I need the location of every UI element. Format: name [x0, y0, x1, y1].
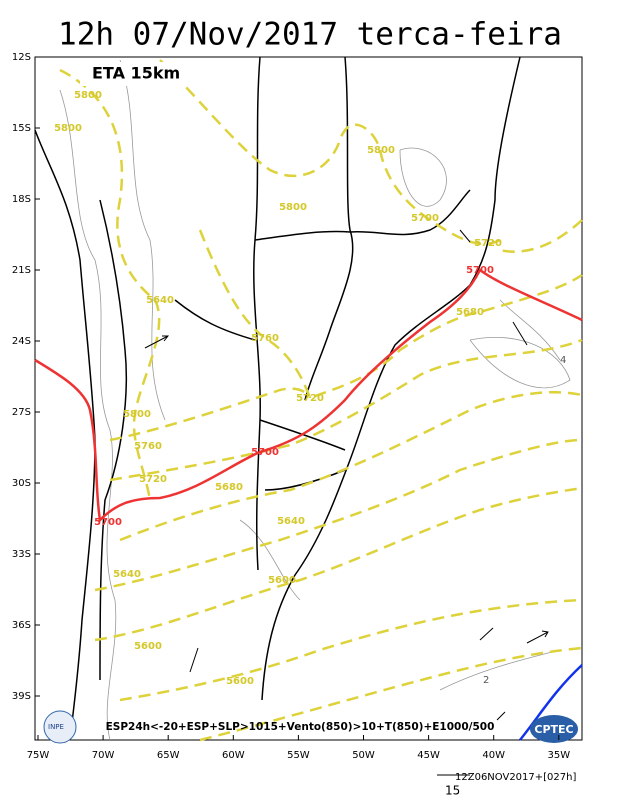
- contour-label: 5640: [277, 516, 305, 527]
- lon-label: 45W: [417, 750, 440, 761]
- terrain-contours: [59, 59, 571, 741]
- lat-label: 15S: [12, 123, 31, 134]
- contour-label: 5800: [123, 409, 151, 420]
- contour-label: 5640: [146, 295, 174, 306]
- contour-label: 5720: [139, 474, 167, 485]
- contour-label: 5600: [226, 676, 254, 687]
- lon-label: 75W: [27, 750, 50, 761]
- isobar-label: 2: [483, 675, 489, 686]
- model-box: [80, 62, 210, 86]
- contour-label: 5720: [296, 393, 324, 404]
- cptec-text: CPTEC: [534, 723, 573, 736]
- model-label: ETA 15km: [92, 64, 180, 83]
- isobar-label: 4: [560, 355, 566, 366]
- lon-label: 35W: [547, 750, 570, 761]
- contour-label: 5600: [134, 641, 162, 652]
- lon-label: 40W: [482, 750, 505, 761]
- contour-label: 5800: [54, 123, 82, 134]
- lat-label: 18S: [12, 194, 31, 205]
- contour-label: 5760: [251, 333, 279, 344]
- height-contours: [59, 59, 583, 742]
- lat-label: 39S: [12, 691, 31, 702]
- contour-label: 5720: [474, 238, 502, 249]
- rain-contour: [519, 664, 583, 741]
- contour-label: 5680: [215, 482, 243, 493]
- lat-label: 24S: [12, 336, 31, 347]
- contour-label: 5600: [268, 575, 296, 586]
- contour-label: 5800: [367, 145, 395, 156]
- contour-label: 5700: [94, 517, 122, 528]
- contour-label: 5700: [251, 447, 279, 458]
- title: 12h 07/Nov/2017 terca-feira: [58, 17, 562, 53]
- contour-label: 5680: [456, 307, 484, 318]
- wind-vectors: [144, 229, 549, 721]
- lat-label: 27S: [12, 407, 31, 418]
- lon-label: 50W: [352, 750, 375, 761]
- contour-label: 5760: [134, 441, 162, 452]
- inpe-text: INPE: [48, 723, 64, 731]
- lat-label: 33S: [12, 549, 31, 560]
- contour-label: 5700: [411, 213, 439, 224]
- contour-5700: [34, 268, 583, 523]
- lon-label: 55W: [287, 750, 310, 761]
- inpe-logo: [43, 710, 77, 744]
- run-label: 12Z06NOV2017+[027h]: [455, 772, 576, 783]
- lat-label: 30S: [12, 478, 31, 489]
- lat-label: 12S: [12, 52, 31, 63]
- legend-text: ESP24h<-20+ESP+SLP>1015+Vento(850)>10+T(…: [106, 721, 495, 733]
- contour-label: 5640: [113, 569, 141, 580]
- contour-label: 5800: [279, 202, 307, 213]
- scale-label: 15: [445, 784, 460, 798]
- lat-label: 36S: [12, 620, 31, 631]
- cptec-logo: [530, 715, 578, 743]
- lat-label: 21S: [12, 265, 31, 276]
- lon-label: 60W: [222, 750, 245, 761]
- lon-label: 70W: [92, 750, 115, 761]
- contour-label: 5700: [466, 265, 494, 276]
- lon-label: 65W: [157, 750, 180, 761]
- contour-label: 5800: [74, 90, 102, 101]
